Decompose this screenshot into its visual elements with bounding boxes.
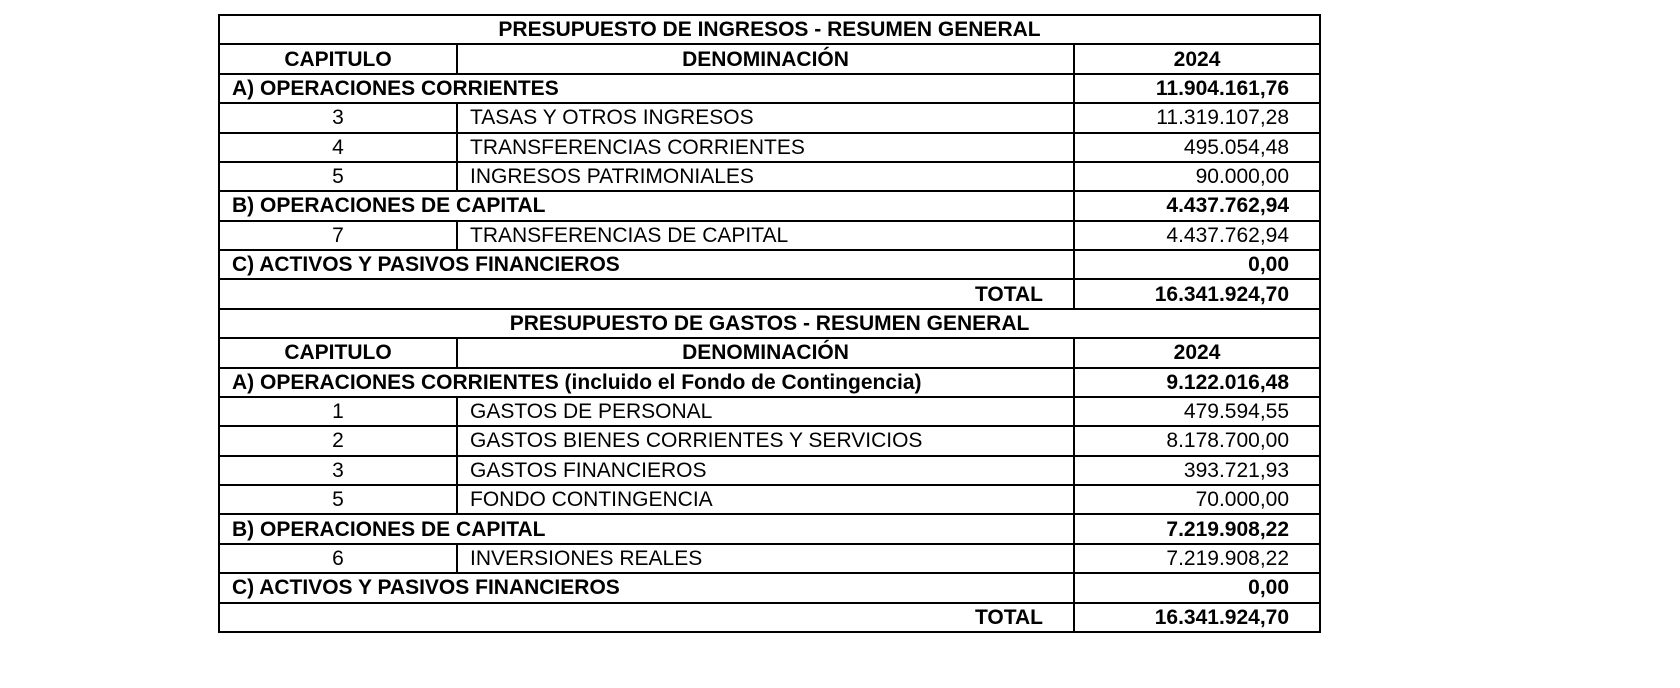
ingresos-title-row: PRESUPUESTO DE INGRESOS - RESUMEN GENERA…	[217, 13, 1322, 46]
section-label: A) OPERACIONES CORRIENTES (incluido el F…	[218, 366, 1075, 398]
chapter-value: 7.219.908,22	[1072, 542, 1322, 575]
chapter-number: 5	[218, 160, 458, 193]
chapter-number: 1	[218, 395, 458, 428]
header-year: 2024	[1072, 337, 1322, 369]
chapter-value: 8.178.700,00	[1072, 425, 1322, 457]
chapter-value: 4.437.762,94	[1072, 219, 1322, 252]
section-row: C) ACTIVOS Y PASIVOS FINANCIEROS 0,00	[218, 248, 1322, 281]
section-title: PRESUPUESTO DE INGRESOS - RESUMEN GENERA…	[217, 13, 1322, 46]
total-label: TOTAL	[218, 601, 1075, 633]
chapter-name: FONDO CONTINGENCIA	[456, 483, 1075, 516]
header-capitulo: CAPITULO	[218, 43, 458, 75]
chapter-name: TRANSFERENCIAS CORRIENTES	[456, 131, 1075, 163]
table-row: 6 INVERSIONES REALES 7.219.908,22	[218, 542, 1322, 575]
table-row: 7 TRANSFERENCIAS DE CAPITAL 4.437.762,94	[218, 219, 1322, 252]
table-row: 5 INGRESOS PATRIMONIALES 90.000,00	[218, 160, 1322, 193]
chapter-name: INVERSIONES REALES	[456, 542, 1075, 575]
header-denominacion: DENOMINACIÓN	[456, 43, 1075, 75]
total-label: TOTAL	[218, 278, 1075, 310]
chapter-name: TASAS Y OTROS INGRESOS	[456, 102, 1075, 134]
section-value: 0,00	[1072, 572, 1322, 604]
gastos-header-row: CAPITULO DENOMINACIÓN 2024	[218, 337, 1322, 369]
table-row: 3 TASAS Y OTROS INGRESOS 11.319.107,28	[218, 102, 1322, 134]
chapter-value: 70.000,00	[1072, 483, 1322, 516]
header-capitulo: CAPITULO	[218, 337, 458, 369]
chapter-number: 4	[218, 131, 458, 163]
chapter-value: 495.054,48	[1072, 131, 1322, 163]
total-row: TOTAL 16.341.924,70	[218, 601, 1322, 633]
header-year: 2024	[1072, 43, 1322, 75]
chapter-name: GASTOS FINANCIEROS	[456, 454, 1075, 487]
chapter-name: TRANSFERENCIAS DE CAPITAL	[456, 219, 1075, 252]
section-label: C) ACTIVOS Y PASIVOS FINANCIEROS	[218, 248, 1075, 281]
chapter-value: 479.594,55	[1072, 395, 1322, 428]
section-value: 11.904.161,76	[1072, 72, 1322, 105]
section-row: C) ACTIVOS Y PASIVOS FINANCIEROS 0,00	[218, 572, 1322, 604]
ingresos-header-row: CAPITULO DENOMINACIÓN 2024	[218, 43, 1322, 75]
budget-summary-table: PRESUPUESTO DE INGRESOS - RESUMEN GENERA…	[217, 13, 1322, 633]
section-value: 4.437.762,94	[1072, 190, 1322, 222]
chapter-value: 11.319.107,28	[1072, 102, 1322, 134]
chapter-number: 3	[218, 454, 458, 487]
section-title: PRESUPUESTO DE GASTOS - RESUMEN GENERAL	[217, 307, 1322, 340]
table-row: 3 GASTOS FINANCIEROS 393.721,93	[218, 454, 1322, 487]
total-value: 16.341.924,70	[1072, 601, 1322, 633]
chapter-number: 7	[218, 219, 458, 252]
table-row: 5 FONDO CONTINGENCIA 70.000,00	[218, 483, 1322, 516]
table-row: 2 GASTOS BIENES CORRIENTES Y SERVICIOS 8.1…	[218, 425, 1322, 457]
chapter-name: GASTOS DE PERSONAL	[456, 395, 1075, 428]
total-row: TOTAL 16.341.924,70	[218, 278, 1322, 310]
chapter-number: 6	[218, 542, 458, 575]
section-label: B) OPERACIONES DE CAPITAL	[218, 190, 1075, 222]
section-label: C) ACTIVOS Y PASIVOS FINANCIEROS	[218, 572, 1075, 604]
table-row: 1 GASTOS DE PERSONAL 479.594,55	[218, 395, 1322, 428]
chapter-number: 3	[218, 102, 458, 134]
section-label: B) OPERACIONES DE CAPITAL	[218, 513, 1075, 545]
chapter-name: GASTOS BIENES CORRIENTES Y SERVICIOS	[456, 425, 1075, 457]
table-row: 4 TRANSFERENCIAS CORRIENTES 495.054,48	[218, 131, 1322, 163]
section-row: A) OPERACIONES CORRIENTES (incluido el F…	[218, 366, 1322, 398]
chapter-number: 2	[218, 425, 458, 457]
section-value: 9.122.016,48	[1072, 366, 1322, 398]
section-row: A) OPERACIONES CORRIENTES 11.904.161,76	[218, 72, 1322, 105]
chapter-value: 393.721,93	[1072, 454, 1322, 487]
header-denominacion: DENOMINACIÓN	[456, 337, 1075, 369]
chapter-value: 90.000,00	[1072, 160, 1322, 193]
section-row: B) OPERACIONES DE CAPITAL 4.437.762,94	[218, 190, 1322, 222]
chapter-name: INGRESOS PATRIMONIALES	[456, 160, 1075, 193]
gastos-title-row: PRESUPUESTO DE GASTOS - RESUMEN GENERAL	[217, 307, 1322, 340]
section-label: A) OPERACIONES CORRIENTES	[218, 72, 1075, 105]
section-row: B) OPERACIONES DE CAPITAL 7.219.908,22	[218, 513, 1322, 545]
total-value: 16.341.924,70	[1072, 278, 1322, 310]
section-value: 7.219.908,22	[1072, 513, 1322, 545]
section-value: 0,00	[1072, 248, 1322, 281]
chapter-number: 5	[218, 483, 458, 516]
